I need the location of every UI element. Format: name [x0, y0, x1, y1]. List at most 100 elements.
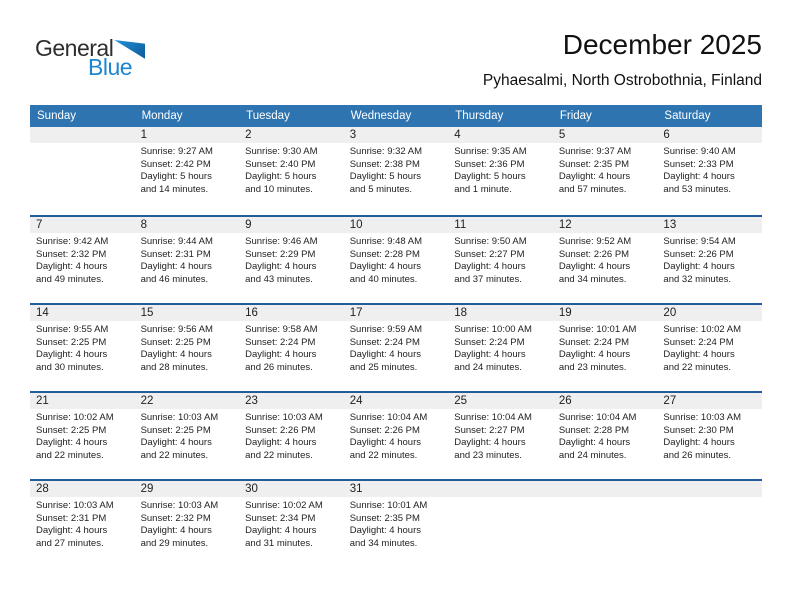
sun-info-line: and 22 minutes.: [245, 449, 313, 461]
sun-info-line: Daylight: 4 hours: [245, 525, 317, 537]
sun-info-line: Daylight: 4 hours: [558, 171, 631, 183]
sun-info-line: Sunrise: 9:37 AM: [558, 146, 632, 157]
sun-info-line: Sunset: 2:25 PM: [140, 424, 211, 436]
sun-info-line: Daylight: 4 hours: [140, 349, 212, 361]
day-number: 19: [558, 307, 572, 319]
sun-info-line: Sunset: 2:25 PM: [36, 424, 107, 436]
sun-info-line: and 23 minutes.: [558, 361, 627, 373]
sun-info-line: Sunrise: 9:55 AM: [36, 324, 109, 335]
day-details-row: Sunrise: 9:55 AM Sunset: 2:25 PM Daylight:…: [30, 321, 762, 374]
sun-info-line: Sunset: 2:26 PM: [245, 424, 316, 436]
calendar-cell: Sunrise: 9:32 AM Sunset: 2:38 PM Daylight:…: [344, 143, 449, 196]
day-number: 21: [36, 395, 49, 407]
sun-info-line: Sunrise: 9:44 AM: [140, 236, 213, 247]
calendar-cell: [657, 497, 762, 550]
day-number: 28: [36, 483, 49, 495]
calendar-cell: Sunrise: 9:52 AM Sunset: 2:26 PM Daylight:…: [553, 233, 658, 286]
sun-info-line: Daylight: 5 hours: [140, 171, 212, 183]
sun-info-line: Sunrise: 10:03 AM: [140, 500, 219, 511]
sun-info-line: and 28 minutes.: [140, 361, 209, 373]
sun-info-line: Sunrise: 10:02 AM: [663, 324, 742, 335]
weekday-header-saturday: Saturday: [664, 110, 711, 122]
day-number: 10: [349, 219, 363, 231]
calendar-cell: Sunrise: 10:04 AM Sunset: 2:26 PM Daylight…: [344, 409, 449, 462]
sun-info-line: Sunset: 2:35 PM: [558, 158, 630, 170]
day-details-row: Sunrise: 10:02 AM Sunset: 2:25 PM Daylight…: [30, 409, 762, 462]
sun-info-line: Sunset: 2:24 PM: [245, 336, 316, 348]
sun-info-line: Daylight: 4 hours: [349, 525, 421, 537]
weekday-header-thursday: Thursday: [455, 110, 504, 122]
sun-info-line: Daylight: 4 hours: [454, 437, 526, 449]
sun-info-line: and 22 minutes.: [349, 449, 418, 461]
sun-info-line: and 53 minutes.: [663, 183, 732, 195]
sun-info-line: and 22 minutes.: [140, 449, 209, 461]
calendar-cell: Sunrise: 9:37 AM Sunset: 2:35 PM Daylight:…: [553, 143, 658, 196]
calendar-cell: Sunrise: 9:56 AM Sunset: 2:25 PM Daylight:…: [135, 321, 240, 374]
weekday-header-monday: Monday: [141, 110, 183, 122]
day-number: 29: [140, 483, 154, 495]
sun-info-line: and 14 minutes.: [140, 183, 209, 195]
sun-info-line: and 5 minutes.: [349, 183, 413, 195]
sun-info-line: Sunset: 2:26 PM: [663, 248, 734, 260]
day-details-row: Sunrise: 9:42 AM Sunset: 2:32 PM Daylight:…: [30, 233, 762, 286]
sun-info-line: Sunset: 2:27 PM: [454, 248, 525, 260]
weekday-header-friday: Friday: [559, 110, 592, 122]
page-title: December 2025: [562, 29, 762, 60]
sun-info-line: and 40 minutes.: [349, 273, 418, 285]
sun-info-line: Daylight: 4 hours: [454, 349, 526, 361]
weekday-header-tuesday: Tuesday: [246, 110, 290, 122]
sun-info-line: and 57 minutes.: [558, 183, 627, 195]
sun-info-line: Daylight: 4 hours: [36, 261, 108, 273]
day-number-band: 14 15 16 17 18 19 20: [30, 305, 762, 321]
sun-info-line: Sunrise: 10:02 AM: [245, 500, 323, 511]
sun-info-line: and 37 minutes.: [454, 273, 522, 285]
day-number: 14: [36, 307, 49, 319]
day-number: 8: [140, 219, 147, 231]
day-number: [553, 481, 658, 497]
sun-info-line: Sunset: 2:27 PM: [454, 424, 525, 436]
sun-info-line: Daylight: 4 hours: [36, 437, 108, 449]
day-number: 17: [349, 307, 363, 319]
calendar-cell: Sunrise: 10:01 AM Sunset: 2:24 PM Daylight…: [553, 321, 658, 374]
sun-info-line: Sunrise: 9:40 AM: [663, 146, 736, 157]
calendar-cell: Sunrise: 10:01 AM Sunset: 2:35 PM Daylight…: [344, 497, 449, 550]
sun-info-line: Sunset: 2:25 PM: [140, 336, 211, 348]
sun-info-line: Sunrise: 10:03 AM: [245, 412, 323, 423]
day-number: 22: [140, 395, 154, 407]
day-number: [448, 481, 553, 497]
sun-info-line: Sunrise: 10:01 AM: [558, 324, 637, 335]
sun-info-line: Daylight: 4 hours: [454, 261, 526, 273]
calendar-cell: Sunrise: 9:46 AM Sunset: 2:29 PM Daylight:…: [239, 233, 344, 286]
day-number: 11: [454, 219, 467, 231]
sun-info-line: Sunrise: 9:58 AM: [245, 324, 318, 335]
day-number: 15: [140, 307, 154, 319]
day-details-row: Sunrise: 9:27 AM Sunset: 2:42 PM Daylight:…: [30, 143, 762, 196]
logo-text-blue: Blue: [88, 54, 133, 80]
sun-info-line: and 46 minutes.: [140, 273, 209, 285]
calendar-cell: Sunrise: 10:03 AM Sunset: 2:32 PM Daylight…: [135, 497, 240, 550]
calendar-cell: [448, 497, 553, 550]
sun-info-line: Sunrise: 10:03 AM: [140, 412, 219, 423]
sun-info-line: Sunrise: 10:01 AM: [349, 500, 428, 511]
calendar-cell: Sunrise: 9:27 AM Sunset: 2:42 PM Daylight:…: [135, 143, 240, 196]
sun-info-line: Sunset: 2:28 PM: [558, 424, 630, 436]
sun-info-line: Daylight: 4 hours: [349, 437, 421, 449]
week-row: 28 29 30 31 Sunrise: 10:03 AM Sunset: 2:31 PM…: [30, 479, 762, 567]
day-number: 1: [140, 129, 147, 141]
sun-info-line: Sunrise: 10:02 AM: [36, 412, 114, 423]
sun-info-line: Sunset: 2:34 PM: [245, 512, 316, 524]
sun-info-line: Daylight: 4 hours: [349, 261, 421, 273]
week-row: 7 8 9 10 11 12 13 Sunrise: 9:42 AM Sunset: 2:32 …: [30, 215, 762, 303]
calendar-cell: Sunrise: 10:03 AM Sunset: 2:26 PM Daylight…: [239, 409, 344, 462]
sun-info-line: and 26 minutes.: [663, 449, 732, 461]
calendar-cell: Sunrise: 9:59 AM Sunset: 2:24 PM Daylight:…: [344, 321, 449, 374]
sun-info-line: and 29 minutes.: [140, 537, 209, 549]
sun-info-line: Sunset: 2:29 PM: [245, 248, 316, 260]
sun-info-line: Sunrise: 9:32 AM: [349, 146, 423, 157]
sun-info-line: and 25 minutes.: [349, 361, 418, 373]
sun-info-line: and 24 minutes.: [558, 449, 627, 461]
sun-info-line: and 1 minute.: [454, 183, 512, 195]
calendar-cell: Sunrise: 10:03 AM Sunset: 2:25 PM Daylight…: [135, 409, 240, 462]
week-row: 21 22 23 24 25 26 27 Sunrise: 10:02 AM Sunset: 2…: [30, 391, 762, 479]
sun-info-line: and 43 minutes.: [245, 273, 313, 285]
